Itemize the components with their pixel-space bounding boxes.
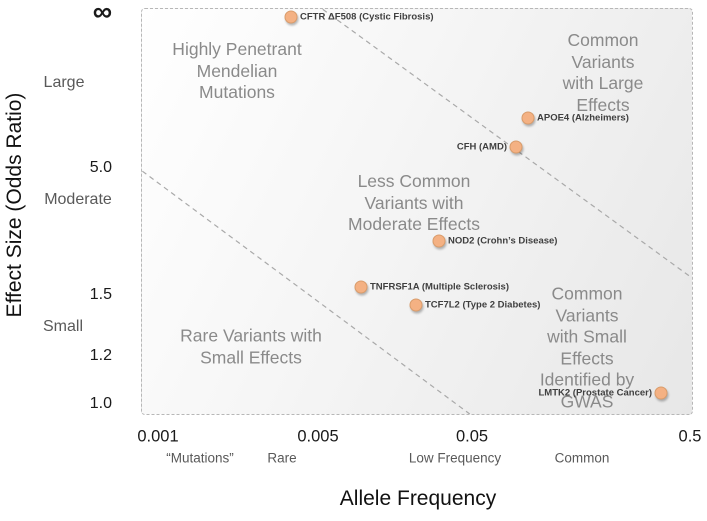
data-point-NOD2: [432, 234, 446, 248]
data-point-label-TCF7L2: TCF7L2 (Type 2 Diabetes): [425, 299, 541, 311]
data-point-label-APOE4: APOE4 (Alzheimers): [537, 112, 629, 124]
annotation-rare-small-effects: Rare Variants with Small Effects: [180, 325, 322, 368]
annotation-common-small-gwas: Common Variants with Small Effects Ident…: [539, 283, 635, 412]
data-point-label-TNFRSF1A: TNFRSF1A (Multiple Sclerosis): [370, 281, 509, 293]
diagonal-dashed-lines: [142, 9, 692, 414]
y-tick-label: 5.0: [89, 159, 112, 176]
data-point-TCF7L2: [409, 298, 423, 312]
x-category-label: Rare: [267, 450, 297, 466]
data-point-label-CFTR: CFTR ΔF508 (Cystic Fibrosis): [300, 11, 434, 23]
x-axis-title: Allele Frequency: [339, 487, 497, 510]
annotation-highly-penetrant-mendelian: Highly Penetrant Mendelian Mutations: [172, 38, 302, 102]
x-category-label: Common: [554, 450, 610, 466]
y-tick-label: ∞: [92, 0, 112, 27]
x-category-label: Low Frequency: [408, 450, 502, 466]
x-tick-label: 0.5: [678, 427, 702, 446]
data-point-CFH: [509, 140, 523, 154]
y-category-label: Moderate: [44, 191, 112, 208]
y-axis-title: Effect Size (Odds Ratio): [3, 92, 26, 318]
data-point-label-NOD2: NOD2 (Crohn’s Disease): [448, 235, 558, 247]
x-tick-label: 0.001: [137, 427, 179, 446]
annotation-common-large-effects: Common Variants with Large Effects: [562, 30, 644, 115]
annotation-less-common-moderate: Less Common Variants with Moderate Effec…: [348, 170, 480, 234]
y-tick-label: 1.5: [89, 286, 112, 303]
data-point-label-CFH: CFH (AMD): [456, 141, 507, 153]
x-category-label: “Mutations”: [166, 450, 234, 466]
plot-area: Highly Penetrant Mendelian Mutations Comm…: [141, 8, 693, 415]
data-point-TNFRSF1A: [354, 280, 368, 294]
y-tick-label: 1.0: [89, 395, 112, 412]
data-point-LMTK2: [654, 386, 668, 400]
data-point-APOE4: [521, 111, 535, 125]
x-tick-label: 0.05: [455, 427, 489, 446]
data-point-label-LMTK2: LMTK2 (Prostate Cancer): [538, 387, 653, 399]
data-point-CFTR: [284, 10, 298, 24]
dashed-diagonal-line: [321, 9, 692, 279]
x-tick-label: 0.005: [297, 427, 339, 446]
y-category-label: Large: [43, 74, 85, 91]
y-category-label: Small: [42, 318, 84, 335]
y-tick-label: 1.2: [89, 347, 112, 364]
